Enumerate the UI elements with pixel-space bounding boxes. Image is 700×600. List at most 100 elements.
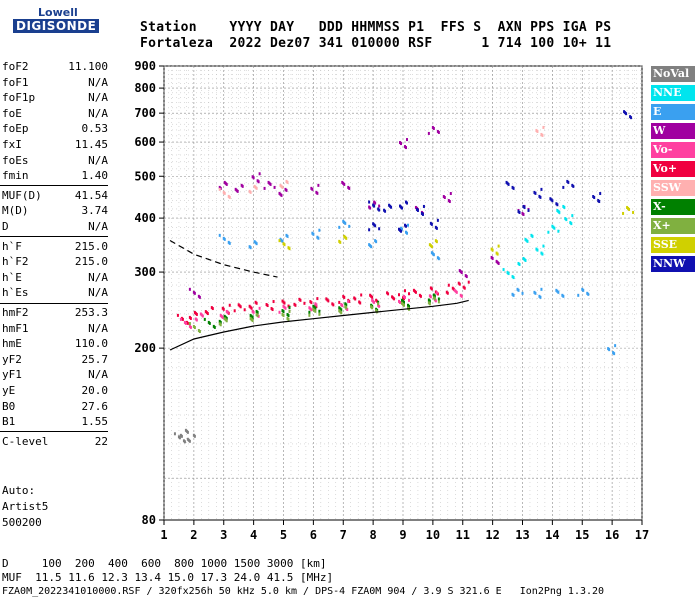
echo-point-e: [407, 223, 409, 227]
y-tick-label: 200: [134, 341, 156, 355]
param-value: N/A: [88, 270, 108, 284]
echo-point-vo-: [462, 285, 465, 289]
echo-point-ssw: [535, 128, 538, 132]
echo-point-vo-: [188, 324, 191, 328]
param-separator: [0, 185, 108, 187]
echo-point-vo-: [347, 300, 350, 304]
echo-point-e: [614, 344, 617, 348]
param-row-fxi: fxI 11.45: [2, 138, 108, 152]
y-tick-label: 900: [134, 59, 156, 73]
echo-point-nnw: [511, 185, 514, 189]
param-value: 110.0: [74, 337, 108, 351]
echo-point-x-: [437, 297, 440, 301]
echo-point-vo-: [386, 291, 389, 295]
param-name: C-level: [2, 434, 49, 448]
param-row-he: h`E N/A: [2, 271, 108, 285]
legend-item-vo-: Vo+: [651, 161, 695, 177]
echo-point-w: [521, 211, 524, 215]
echo-point-x-: [312, 307, 315, 311]
echo-point-e: [285, 233, 288, 237]
echo-point-x-: [401, 298, 403, 302]
echo-point-vo-: [308, 306, 311, 310]
echo-point-nnw: [566, 179, 569, 183]
echo-point-w: [442, 195, 445, 199]
echo-point-sse: [632, 210, 635, 214]
param-value: 41.54: [74, 188, 108, 202]
legend-item-ssw: SSW: [651, 180, 695, 196]
param-value: 215.0: [74, 239, 108, 253]
echo-point-noval: [177, 435, 180, 439]
echo-point-vo-: [435, 291, 438, 295]
echo-point-sse: [278, 239, 281, 243]
echo-point-w: [373, 200, 376, 204]
echo-point-vo-: [272, 300, 275, 304]
param-name: M(D): [2, 204, 29, 218]
autoscale-method: Artist5: [2, 500, 49, 513]
echo-point-e: [342, 219, 345, 223]
legend-item-nne: NNE: [651, 85, 695, 101]
echo-point-nnw: [505, 180, 508, 184]
echo-point-nne: [524, 237, 527, 241]
param-name: foE: [2, 106, 22, 120]
y-tick-label: 600: [134, 135, 156, 149]
param-name: h`F: [2, 239, 22, 253]
echo-point-vo-: [282, 304, 285, 308]
echo-point-ssw: [253, 184, 256, 188]
echo-point-e: [586, 291, 589, 295]
echo-point-x-: [255, 313, 258, 317]
echo-point-nnw: [571, 183, 574, 187]
legend-item-x-: X+: [651, 218, 695, 234]
echo-point-x-: [432, 296, 435, 300]
echo-point-ssw: [222, 190, 225, 194]
echo-point-vo-: [358, 300, 361, 304]
echo-point-noval: [186, 437, 189, 441]
echo-point-ssw: [227, 194, 230, 198]
echo-point-w: [315, 190, 318, 194]
echo-point-e: [511, 292, 514, 296]
footer-distance-row: D 100 200 400 600 800 1000 1500 3000 [km…: [2, 557, 327, 570]
echo-point-x-: [212, 324, 215, 328]
echo-point-w: [427, 131, 430, 135]
echo-point-x-: [427, 301, 430, 305]
echo-point-x-: [203, 317, 206, 321]
echo-point-nnw: [372, 222, 375, 226]
echo-point-ssw: [218, 187, 221, 191]
x-tick-label: 16: [605, 528, 619, 542]
echo-point-vo-: [453, 288, 456, 292]
echo-point-vo-: [316, 297, 319, 301]
echo-point-noval: [173, 432, 176, 436]
echo-point-nnw: [629, 115, 632, 119]
echo-point-vo-: [369, 293, 372, 297]
echo-point-w: [197, 294, 200, 298]
param-row-b1: B1 1.55: [2, 415, 108, 429]
x-tick-label: 10: [426, 528, 440, 542]
param-name: fmin: [2, 169, 29, 183]
echo-point-x-: [437, 300, 440, 304]
param-value: 20.0: [81, 384, 109, 397]
echo-point-nnw: [538, 194, 541, 198]
echo-point-vo-: [243, 308, 246, 312]
param-value: 1.40: [81, 169, 109, 183]
x-tick-label: 15: [575, 528, 589, 542]
echo-point-nne: [517, 261, 520, 265]
echo-point-vo-: [342, 294, 345, 298]
echo-point-w: [490, 255, 493, 259]
echo-point-w: [218, 185, 221, 189]
x-tick-label: 9: [399, 528, 406, 542]
param-separator: [0, 236, 108, 238]
param-row-clevel: C-level 22: [2, 435, 108, 449]
x-tick-label: 1: [160, 528, 167, 542]
legend-item-nnw: NNW: [651, 256, 695, 272]
echo-point-sse: [428, 243, 431, 247]
echo-point-sse: [490, 247, 493, 251]
echo-point-vo-: [451, 286, 454, 290]
legend-item-noval: NoVal: [651, 66, 695, 82]
echo-point-w: [192, 290, 195, 294]
echo-point-x-: [308, 310, 311, 314]
echo-point-vo-: [314, 302, 317, 306]
echo-point-e: [612, 351, 615, 355]
echo-point-e: [348, 224, 351, 228]
echo-point-nnw: [398, 227, 400, 231]
param-value: 11.45: [74, 138, 108, 151]
